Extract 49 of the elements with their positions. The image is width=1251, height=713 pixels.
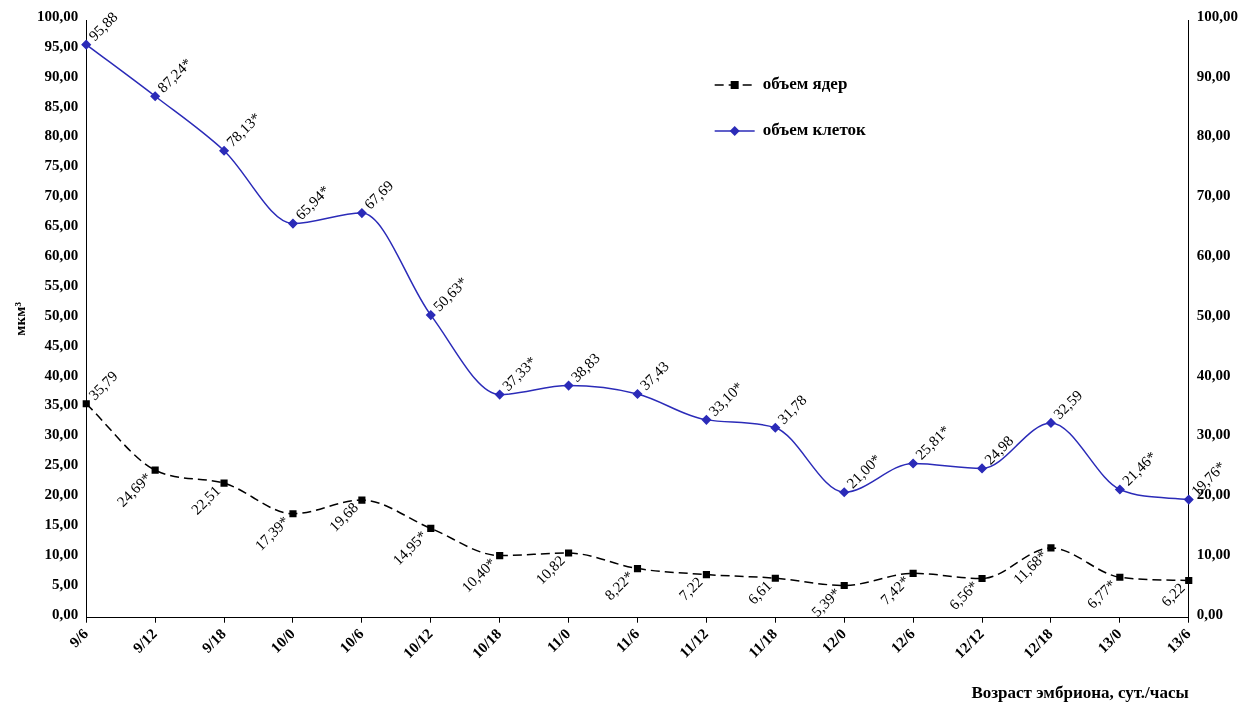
x-tick-label: 9/6: [66, 625, 92, 651]
y-tick-label: 25,00: [44, 456, 79, 473]
legend-label: объем ядер: [762, 74, 848, 94]
x-axis-title: Возраст эмбриона, сут./часы: [971, 683, 1189, 703]
y2-tick-label: 30,00: [1196, 426, 1231, 443]
y-tick-label: 5,00: [52, 575, 79, 592]
x-tick-label: 10/6: [336, 625, 368, 656]
y-tick-label: 20,00: [44, 486, 79, 503]
y2-tick-label: 50,00: [1196, 306, 1231, 323]
data-label: 6,61: [744, 577, 775, 608]
y2-tick-label: 40,00: [1196, 366, 1231, 383]
y-tick-label: 45,00: [44, 336, 79, 353]
x-tick-label: 12/6: [887, 625, 919, 656]
y2-tick-label: 60,00: [1196, 246, 1231, 263]
y-tick-label: 50,00: [44, 306, 79, 323]
y-tick-label: 40,00: [44, 366, 79, 383]
y-tick-label: 85,00: [44, 97, 79, 114]
y2-tick-label: 10,00: [1196, 545, 1231, 562]
x-tick-label: 12/0: [818, 625, 850, 656]
y-tick-label: 95,00: [44, 37, 79, 54]
y-tick-label: 80,00: [44, 127, 79, 144]
legend-label: объем клеток: [762, 120, 867, 140]
x-tick-label: 13/0: [1094, 625, 1125, 656]
y-tick-label: 35,00: [44, 396, 79, 413]
y-tick-label: 100,00: [37, 7, 79, 24]
y2-tick-label: 100,00: [1196, 7, 1238, 24]
y2-tick-label: 90,00: [1196, 67, 1231, 84]
y-axis-title: мкм³: [11, 301, 28, 336]
x-tick-label: 13/6: [1163, 625, 1194, 656]
x-tick-label: 10/0: [267, 625, 298, 656]
y-tick-label: 10,00: [44, 545, 79, 562]
y2-tick-label: 80,00: [1196, 127, 1231, 144]
y-tick-label: 75,00: [44, 157, 79, 174]
y2-tick-label: 0,00: [1196, 605, 1223, 622]
data-label: 7,22: [675, 573, 706, 604]
x-tick-label: 9/18: [198, 625, 229, 656]
y2-tick-label: 70,00: [1196, 187, 1231, 204]
y-tick-label: 90,00: [44, 67, 79, 84]
y-tick-label: 65,00: [44, 217, 79, 234]
y-tick-label: 55,00: [44, 276, 79, 293]
x-tick-label: 11/0: [543, 625, 574, 656]
y-tick-label: 30,00: [44, 426, 79, 443]
y-tick-label: 70,00: [44, 187, 79, 204]
x-tick-label: 11/6: [612, 625, 643, 656]
y-tick-label: 0,00: [52, 605, 79, 622]
data-label: 6,22: [1158, 579, 1188, 610]
y-tick-label: 15,00: [44, 515, 79, 532]
x-tick-label: 9/12: [129, 625, 161, 656]
y-tick-label: 60,00: [44, 246, 79, 263]
